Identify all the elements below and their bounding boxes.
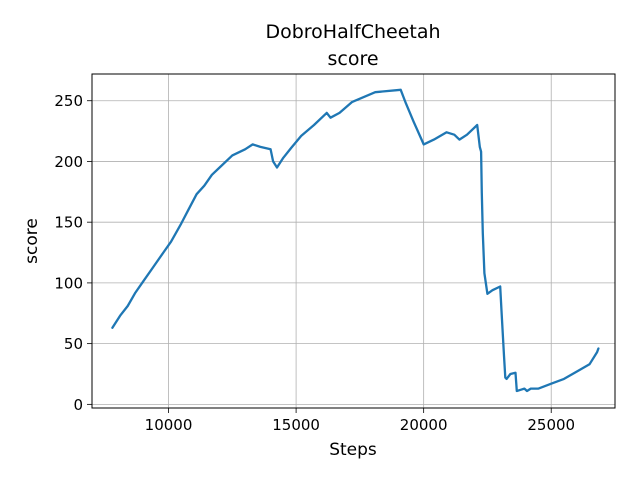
- y-axis-label: score: [22, 218, 42, 264]
- x-tick-label: 15000: [272, 416, 320, 434]
- y-tick-label: 50: [64, 335, 83, 353]
- x-axis-label: Steps: [329, 440, 377, 460]
- x-tick-label: 10000: [145, 416, 193, 434]
- series-layer: [111, 88, 600, 393]
- x-tick-label: 25000: [527, 416, 575, 434]
- chart-title: DobroHalfCheetah: [265, 21, 440, 43]
- y-tick-label: 0: [73, 396, 83, 414]
- y-tick-label: 100: [54, 274, 83, 292]
- x-tick-label: 20000: [400, 416, 448, 434]
- plot-area-frame: [91, 73, 616, 409]
- chart-subtitle: score: [327, 48, 378, 70]
- y-tick-label: 250: [54, 92, 83, 110]
- score-series-line: [111, 88, 600, 393]
- axis-ticks: 10000 15000 20000 25000 0 50 100 150 200 250: [54, 92, 575, 434]
- y-tick-label: 200: [54, 153, 83, 171]
- y-tick-label: 150: [54, 214, 83, 232]
